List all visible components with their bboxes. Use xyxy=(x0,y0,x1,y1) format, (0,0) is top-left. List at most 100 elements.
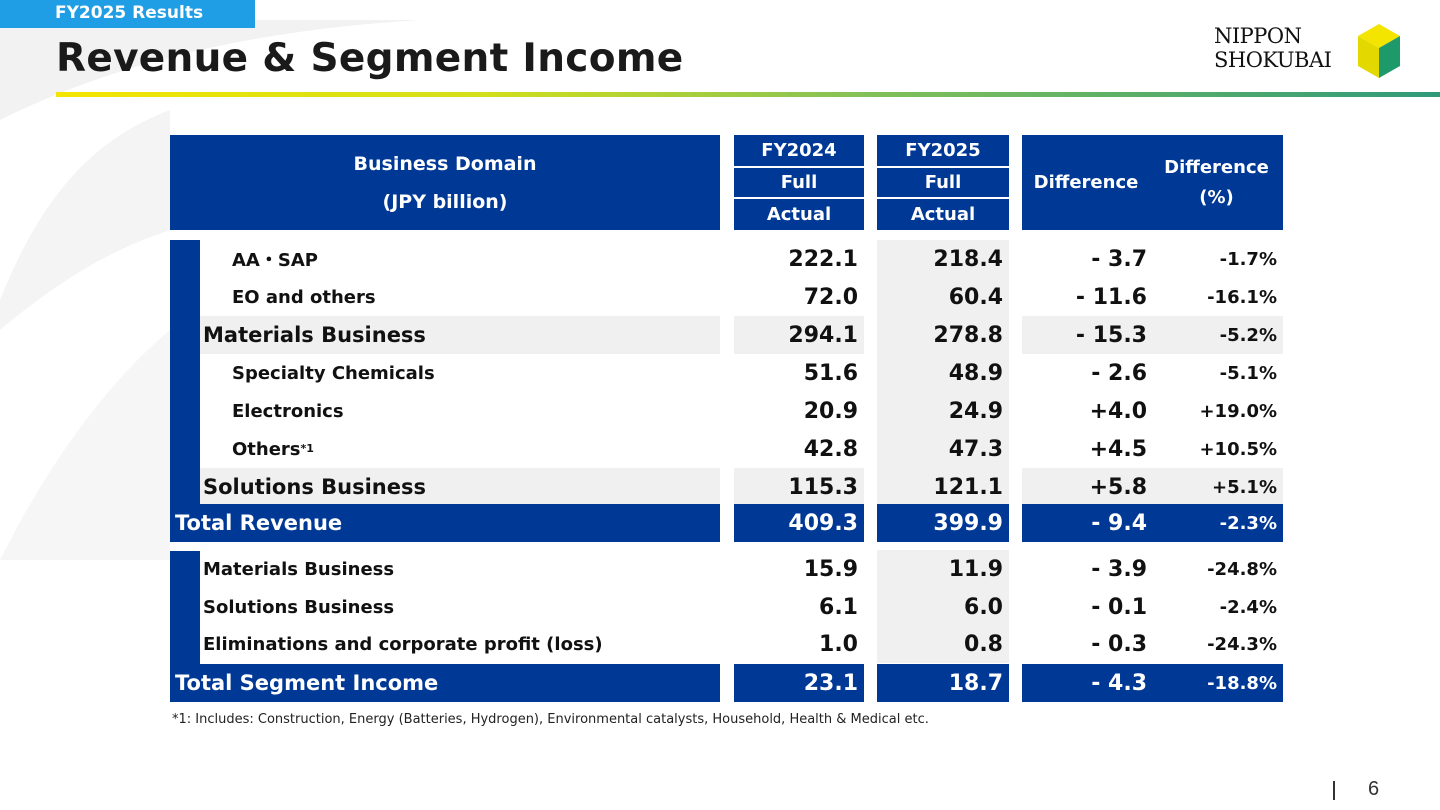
company-logo: NIPPON SHOKUBAI xyxy=(1214,24,1404,80)
total-bar xyxy=(877,504,1009,542)
value-difference: - 3.9 xyxy=(1091,556,1147,582)
header-fy2024: FY2024 xyxy=(734,135,864,166)
value-difference-pct: -2.4% xyxy=(1219,596,1277,618)
header-fy2025-actual: Actual xyxy=(877,199,1009,230)
header-fy2025-full: Full xyxy=(877,168,1009,197)
value-fy2024: 42.8 xyxy=(803,436,858,462)
value-difference: - 3.7 xyxy=(1091,246,1147,272)
value-fy2025: 0.8 xyxy=(877,625,1009,663)
table-row-total-income: Total Segment Income 23.1 18.7 - 4.3 -18… xyxy=(170,664,1283,702)
header-fy2025: FY2025 xyxy=(877,135,1009,166)
value-fy2025: 47.3 xyxy=(877,430,1009,468)
row-label: Electronics xyxy=(232,400,344,422)
value-fy2024: 6.1 xyxy=(819,594,858,620)
value-fy2025: 121.1 xyxy=(877,468,1009,506)
value-fy2024: 23.1 xyxy=(803,670,858,696)
value-difference: - 11.6 xyxy=(1075,284,1147,310)
value-fy2024: 20.9 xyxy=(803,398,858,424)
table-row: Materials Business 15.9 11.9 - 3.9 -24.8… xyxy=(170,550,1283,588)
value-difference-pct: -5.2% xyxy=(1219,324,1277,346)
row-label: EO and others xyxy=(232,286,376,308)
value-fy2024: 294.1 xyxy=(788,322,858,348)
value-difference-pct: -5.1% xyxy=(1219,362,1277,384)
value-fy2025: 11.9 xyxy=(877,550,1009,588)
table-row: Eliminations and corporate profit (loss)… xyxy=(170,625,1283,663)
logo-line-1: NIPPON xyxy=(1214,24,1302,48)
page-title: Revenue & Segment Income xyxy=(56,36,684,81)
row-shade xyxy=(200,468,720,506)
value-difference: - 4.3 xyxy=(1091,670,1147,696)
row-label: Total Segment Income xyxy=(175,671,439,695)
header-fy2024-actual: Actual xyxy=(734,199,864,230)
revenue-group-bar xyxy=(170,240,200,506)
row-label-text: Others xyxy=(232,438,301,460)
row-label: Total Revenue xyxy=(175,511,343,535)
value-fy2024: 115.3 xyxy=(788,474,858,500)
row-shade xyxy=(1022,316,1283,354)
table-row: Electronics 20.9 24.9 +4.0 +19.0% xyxy=(170,392,1283,430)
value-difference-pct: -2.3% xyxy=(1219,512,1277,534)
value-fy2025: 399.9 xyxy=(933,510,1003,536)
section-tag: FY2025 Results xyxy=(0,0,255,28)
header-difference-pct: Difference (%) xyxy=(1150,135,1283,230)
value-difference: - 9.4 xyxy=(1091,510,1147,536)
total-bar xyxy=(170,664,720,702)
value-difference: - 0.1 xyxy=(1091,594,1147,620)
value-difference-pct: -24.8% xyxy=(1207,558,1277,580)
value-difference-pct: +10.5% xyxy=(1199,438,1277,460)
value-fy2024: 15.9 xyxy=(803,556,858,582)
value-fy2024: 222.1 xyxy=(788,246,858,272)
value-fy2024: 409.3 xyxy=(788,510,858,536)
total-bar xyxy=(1022,664,1283,702)
row-shade xyxy=(200,316,720,354)
header-difference-group: Difference Difference (%) xyxy=(1022,135,1283,230)
logo-mark-icon xyxy=(1358,24,1400,78)
footnote: *1: Includes: Construction, Energy (Batt… xyxy=(172,712,929,727)
row-shade xyxy=(734,316,864,354)
value-difference: +4.5 xyxy=(1089,436,1147,462)
total-bar xyxy=(734,504,864,542)
table-row-subtotal: Solutions Business 115.3 121.1 +5.8 +5.1… xyxy=(170,468,1283,506)
row-shade xyxy=(1022,468,1283,506)
value-fy2025: 6.0 xyxy=(877,588,1009,626)
header-difference: Difference xyxy=(1033,172,1139,193)
value-difference-pct: -1.7% xyxy=(1219,248,1277,270)
row-shade xyxy=(734,468,864,506)
value-difference: - 0.3 xyxy=(1091,631,1147,657)
page-number: 6 xyxy=(1368,778,1380,800)
value-fy2025: 18.7 xyxy=(948,670,1003,696)
table-row: Solutions Business 6.1 6.0 - 0.1 -2.4% xyxy=(170,588,1283,626)
header-domain-unit: (JPY billion) xyxy=(382,190,508,213)
income-group-bar xyxy=(170,551,200,667)
table-row: Specialty Chemicals 51.6 48.9 - 2.6 -5.1… xyxy=(170,354,1283,392)
row-label: Materials Business xyxy=(203,558,395,580)
logo-line-2: SHOKUBAI xyxy=(1214,48,1332,72)
row-label: Solutions Business xyxy=(203,596,395,618)
value-difference-pct: -24.3% xyxy=(1207,633,1277,655)
header-business-domain: Business Domain (JPY billion) xyxy=(170,135,720,230)
row-label: Specialty Chemicals xyxy=(232,362,435,384)
total-bar xyxy=(170,504,720,542)
value-difference: - 2.6 xyxy=(1091,360,1147,386)
header-difference-pct-unit: (%) xyxy=(1199,186,1234,208)
total-bar xyxy=(734,664,864,702)
value-difference-pct: -16.1% xyxy=(1207,286,1277,308)
value-fy2024: 72.0 xyxy=(803,284,858,310)
header-difference-pct-label: Difference xyxy=(1164,156,1269,178)
value-fy2025: 48.9 xyxy=(877,354,1009,392)
table-row-subtotal: Materials Business 294.1 278.8 - 15.3 -5… xyxy=(170,316,1283,354)
row-label: Solutions Business xyxy=(203,475,426,499)
table-row: Others *1 42.8 47.3 +4.5 +10.5% xyxy=(170,430,1283,468)
row-label: Others *1 xyxy=(232,438,314,460)
value-fy2025: 218.4 xyxy=(877,240,1009,278)
value-difference-pct: -18.8% xyxy=(1207,672,1277,694)
value-difference-pct: +5.1% xyxy=(1211,476,1277,498)
row-label: Materials Business xyxy=(203,323,426,347)
table-row-total-revenue: Total Revenue 409.3 399.9 - 9.4 -2.3% xyxy=(170,504,1283,542)
value-fy2025: 24.9 xyxy=(877,392,1009,430)
title-underline xyxy=(56,92,1440,97)
header-domain-label: Business Domain xyxy=(353,152,537,175)
value-difference: +5.8 xyxy=(1089,474,1147,500)
table-row: EO and others 72.0 60.4 - 11.6 -16.1% xyxy=(170,278,1283,316)
